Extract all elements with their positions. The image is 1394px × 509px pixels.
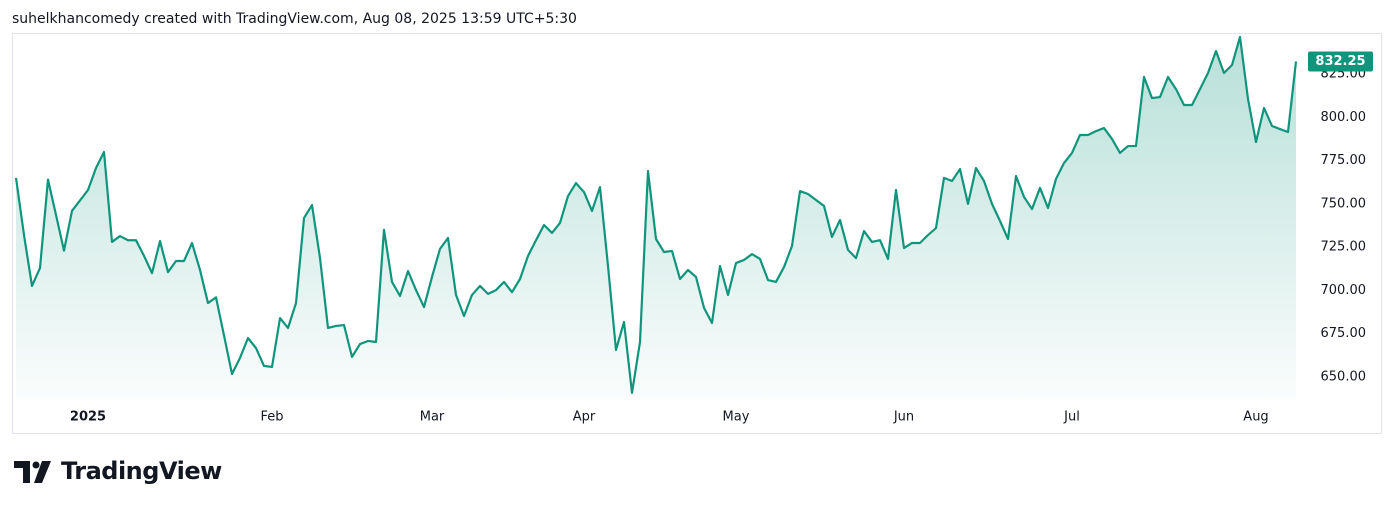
- logo-mark: [34, 461, 51, 483]
- chart-frame: [12, 33, 1382, 434]
- price-line: [14, 35, 1298, 395]
- header: suhelkhancomedy created with TradingView…: [12, 11, 577, 27]
- logo-mark: [14, 461, 30, 483]
- y-tick-label: 650.00: [1321, 369, 1367, 384]
- x-tick-label: 2025: [70, 410, 106, 425]
- last-price-tag: [1308, 51, 1373, 72]
- y-tick-label: 725.00: [1321, 240, 1367, 255]
- x-tick-label: Jun: [893, 410, 914, 425]
- x-tick-label: Aug: [1243, 410, 1268, 425]
- y-tick-label: 775.00: [1321, 153, 1367, 168]
- plot: 650.00 675.00 700.00 725.00 750.00 775.00 800.…: [14, 35, 1373, 425]
- x-tick-label: May: [723, 410, 750, 425]
- y-tick-label: 675.00: [1321, 326, 1367, 341]
- y-tick-label: 800.00: [1321, 110, 1367, 125]
- y-tick-label: 750.00: [1321, 196, 1367, 211]
- area-fill: [16, 36, 1296, 401]
- last-price-label: 832.25: [1315, 54, 1365, 69]
- logo-dot: [32, 461, 40, 469]
- x-tick-label: Apr: [573, 410, 596, 425]
- x-tick-label: Jul: [1063, 410, 1080, 425]
- brand: TradingView: [61, 457, 222, 485]
- x-tick-label: Feb: [260, 410, 283, 425]
- y-tick-label: 700.00: [1321, 283, 1367, 298]
- logo: [14, 461, 51, 483]
- x-tick-label: Mar: [420, 410, 445, 425]
